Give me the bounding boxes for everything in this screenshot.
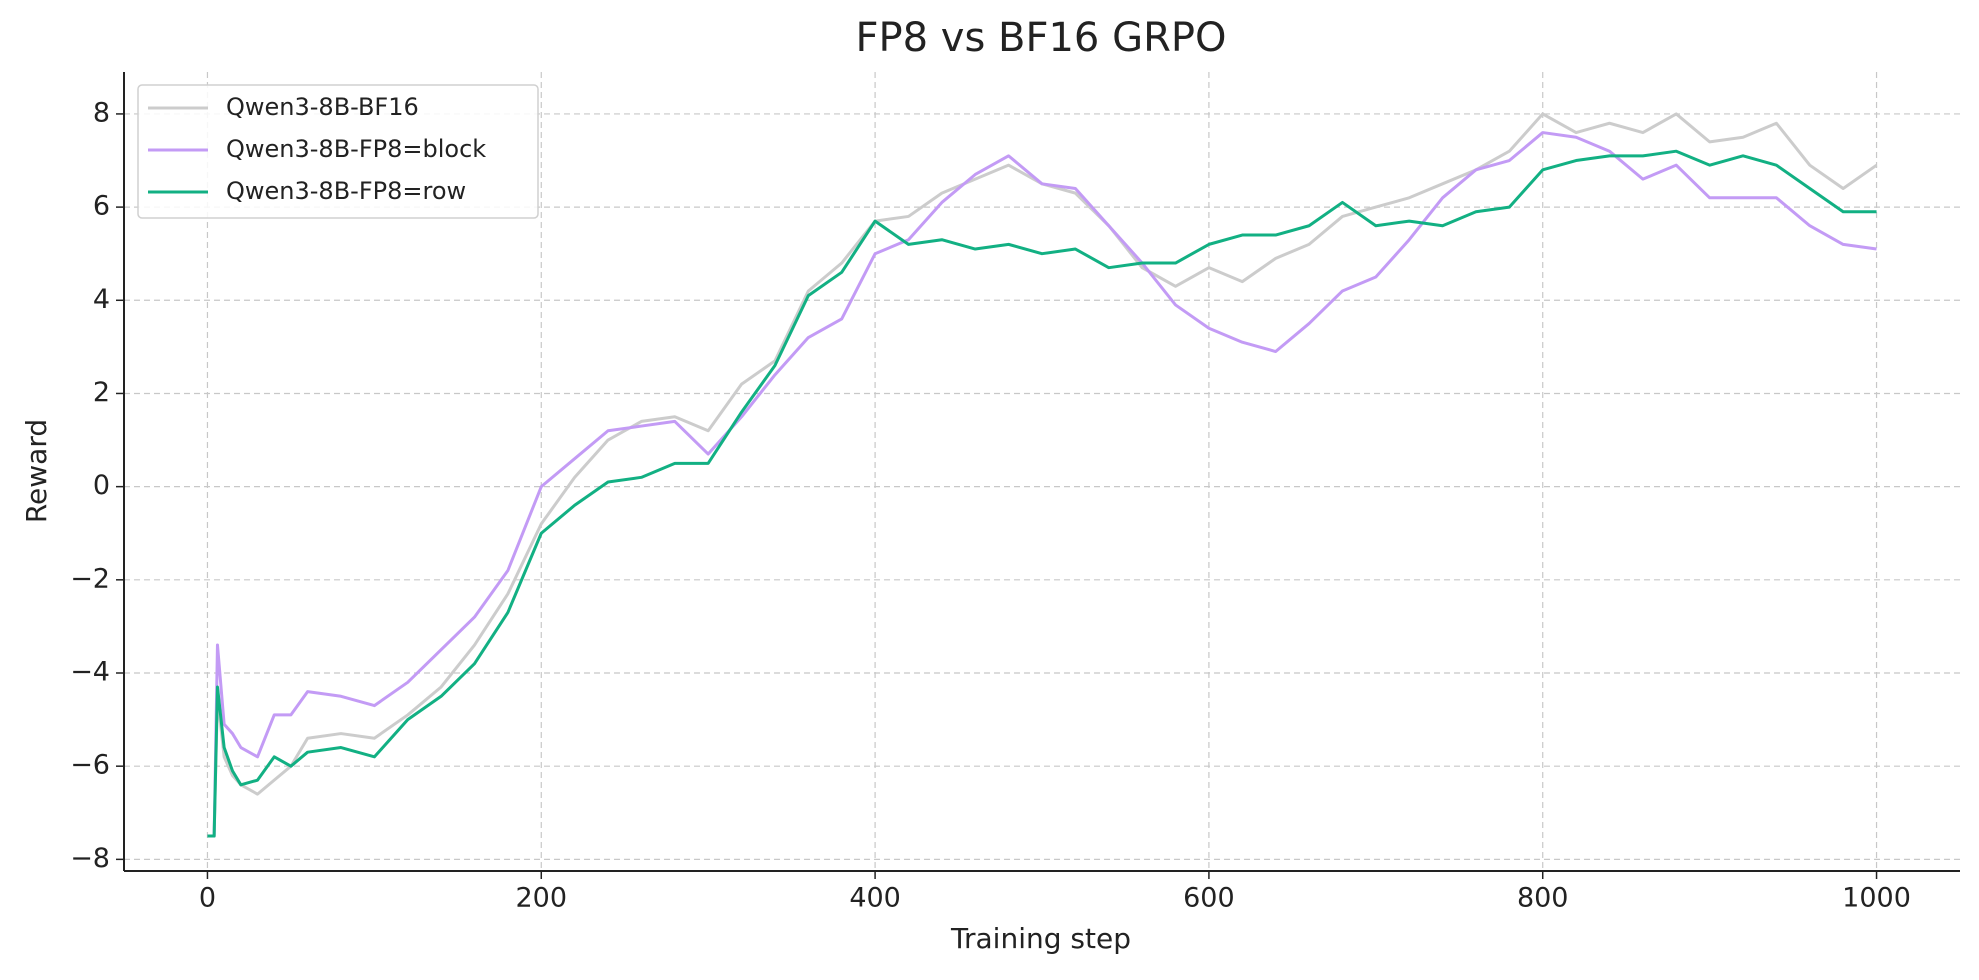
- series-line: [207, 131, 1877, 838]
- y-tick-label: 8: [93, 97, 110, 128]
- legend-box: [137, 84, 539, 219]
- x-tick-label: 0: [199, 883, 216, 914]
- legend: Qwen3-8B-BF16 Qwen3-8B-FP8=block Qwen3-8B-…: [137, 84, 539, 219]
- y-tick-label: −6: [70, 750, 110, 781]
- x-tick-label: 600: [1183, 883, 1235, 914]
- y-axis-label: Reward: [20, 419, 53, 523]
- y-tick-label: −2: [70, 563, 110, 594]
- x-tick-label: 400: [849, 883, 901, 914]
- y-tick-label: −8: [70, 843, 110, 874]
- x-tick-label: 1000: [1842, 883, 1911, 914]
- chart-title: FP8 vs BF16 GRPO: [856, 15, 1227, 61]
- legend-label: Qwen3-8B-FP8=row: [226, 177, 466, 205]
- y-tick-label: 4: [93, 284, 110, 315]
- legend-label: Qwen3-8B-FP8=block: [226, 135, 486, 163]
- y-tick-label: 6: [93, 191, 110, 222]
- y-tick-label: 2: [93, 377, 110, 408]
- series-line: [207, 112, 1878, 838]
- x-tick-label: 200: [515, 883, 567, 914]
- legend-label: Qwen3-8B-BF16: [226, 93, 419, 121]
- x-tick-label: 800: [1517, 883, 1569, 914]
- y-tick-label: 0: [93, 470, 110, 501]
- series-line: [207, 149, 1877, 838]
- x-axis-label: Training step: [950, 922, 1131, 955]
- y-tick-label: −4: [70, 656, 110, 687]
